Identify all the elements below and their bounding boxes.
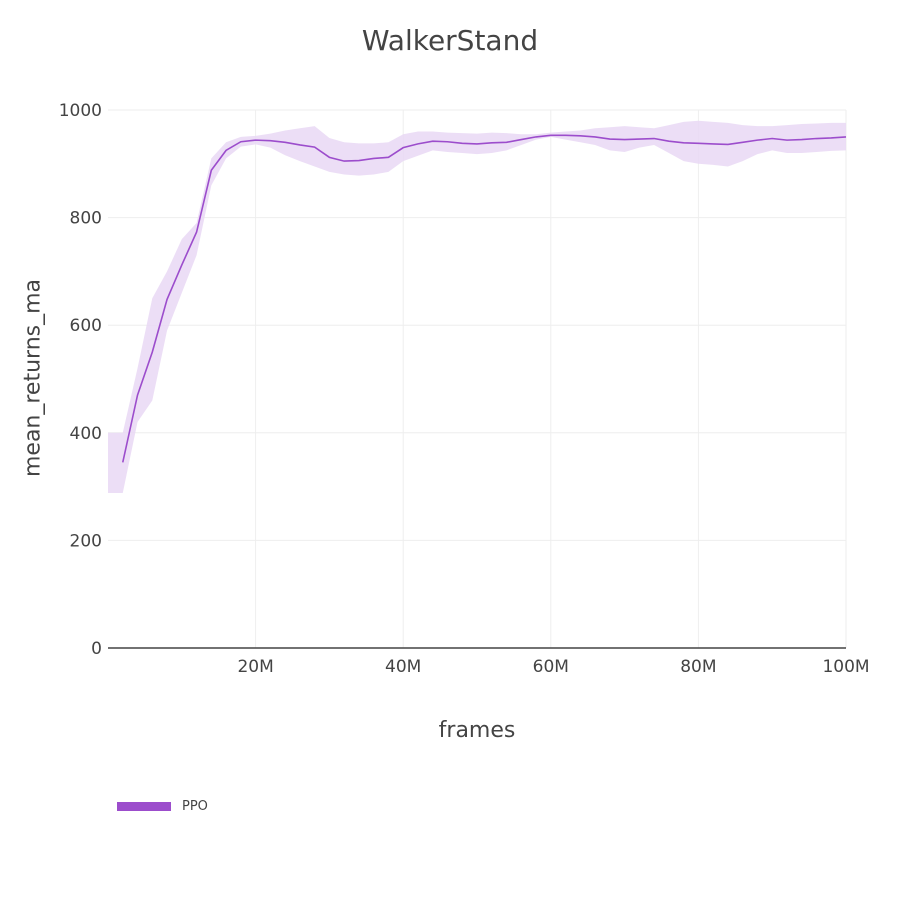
svg-text:20M: 20M [237, 657, 273, 677]
svg-text:1000: 1000 [59, 101, 102, 121]
svg-text:200: 200 [70, 531, 102, 551]
ppo-line [121, 134, 847, 463]
svg-text:60M: 60M [533, 657, 569, 677]
svg-text:100M: 100M [822, 657, 869, 677]
y-axis-ticks: 0 200 400 600 800 1000 [59, 101, 102, 659]
gridlines [108, 109, 847, 648]
svg-text:800: 800 [70, 209, 102, 229]
svg-text:400: 400 [70, 424, 102, 444]
legend-swatch-ppo[interactable] [117, 802, 171, 811]
ppo-confidence-band [108, 120, 846, 494]
svg-text:40M: 40M [385, 657, 421, 677]
legend-label-ppo[interactable]: PPO [182, 799, 208, 814]
legend: PPO [117, 799, 208, 814]
y-axis-title: mean_returns_ma [20, 278, 46, 478]
svg-text:0: 0 [91, 639, 102, 659]
svg-text:80M: 80M [680, 657, 716, 677]
chart-title: WalkerStand [361, 24, 539, 57]
svg-text:600: 600 [70, 316, 102, 336]
x-axis-title: frames [438, 718, 516, 743]
x-axis-ticks: 20M 40M 60M 80M 100M [237, 657, 869, 677]
